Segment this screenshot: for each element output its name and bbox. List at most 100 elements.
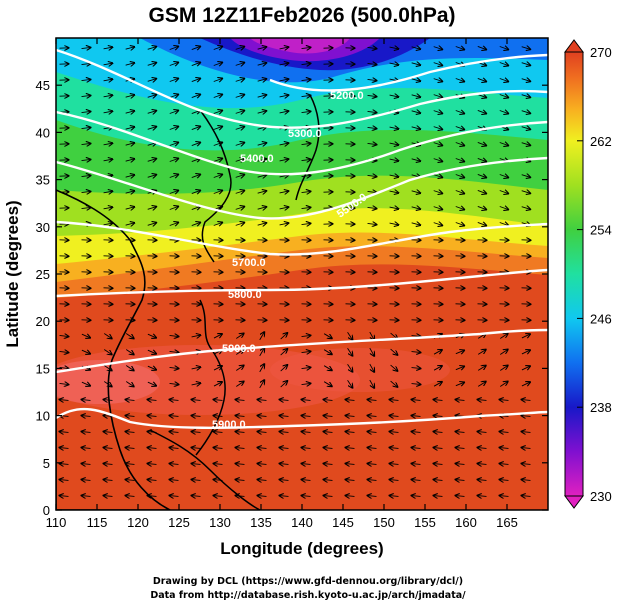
chart-title: GSM 12Z11Feb2026 (500.0hPa) [149,4,456,27]
wind-arrow [411,95,421,97]
wind-arrow [169,207,178,210]
wind-arrow [455,222,464,225]
contour-5900-south-line [56,407,548,429]
wind-arrow [346,496,355,497]
wind-arrow [235,63,245,66]
wind-arrow [521,191,531,194]
wind-arrow [433,366,442,371]
wind-arrow [236,416,245,417]
wind-arrow [389,191,399,193]
wind-arrow [521,175,531,178]
wind-arrow [433,63,443,66]
wind-arrow [213,46,222,49]
wind-arrow [169,95,178,98]
wind-arrow [169,79,178,82]
wind-arrow [81,334,90,338]
colorbar-tick-label: 254 [590,223,612,238]
wind-arrow [235,175,245,178]
colorbar-bottom-arrow [564,495,584,509]
contour-5500-line [56,156,548,220]
wind-arrow [412,496,421,497]
wind-arrow [434,480,443,481]
wind-arrow [280,432,289,433]
wind-arrow [367,95,377,96]
wind-arrow [60,480,69,481]
x-tick-label: 145 [332,515,354,530]
wind-arrow [390,348,398,355]
wind-arrow [368,464,377,465]
wind-arrow [170,432,179,433]
colorbar-tick-label: 246 [590,311,612,326]
wind-arrow [412,464,421,465]
coastline-asia [56,189,171,510]
wind-arrow [126,400,135,401]
wind-arrow [433,95,443,98]
wind-arrow [170,496,179,497]
wind-arrow [258,464,267,465]
y-tick-label: 45 [36,78,50,93]
wind-arrow [279,223,289,225]
wind-arrow [191,158,200,161]
x-tick-label: 135 [250,515,272,530]
wind-arrow [214,496,223,497]
wind-arrow [433,143,443,146]
wind-arrow [103,95,113,97]
wind-arrow [169,175,178,178]
wind-arrow [147,334,156,338]
wind-arrow [60,432,69,433]
wind-arrow [125,95,135,97]
x-tick-label: 120 [127,515,149,530]
wind-arrow [500,464,509,465]
wind-arrow [280,480,289,481]
wind-arrow [434,448,443,449]
wind-arrow [280,496,289,497]
wind-arrow [412,416,421,417]
wind-arrow [169,47,178,50]
wind-arrow [126,480,135,481]
wind-arrow [257,79,267,81]
wind-arrow [499,143,508,146]
wind-arrow [367,127,377,128]
wind-arrow [82,416,91,417]
wind-arrow [169,159,178,162]
wind-arrow [148,448,157,449]
wind-arrow [367,111,377,112]
wind-arrow [411,223,421,225]
wind-arrow [456,448,465,449]
wind-arrow [213,142,222,145]
wind-arrow [411,368,421,369]
wind-arrow [324,400,333,401]
wind-arrow [477,78,486,81]
y-tick-label: 0 [43,503,50,518]
wind-arrow [169,351,179,352]
wind-arrow [521,334,530,338]
wind-arrow [125,333,134,339]
contour-label-5200: 5200.0 [330,90,364,102]
contour-label-5900-south: 5900.0 [212,419,246,431]
wind-arrow [369,347,374,356]
contour-label-5800: 5800.0 [228,289,262,301]
wind-arrow [324,464,333,465]
wind-arrow [433,79,443,82]
wind-arrow [433,159,443,162]
wind-arrow [236,496,245,497]
wind-arrow [346,448,355,449]
wind-arrow [477,142,486,145]
wind-arrow [81,111,91,112]
wind-arrow [104,432,113,433]
wind-arrow [60,400,69,401]
wind-arrow [477,382,486,387]
wind-arrow [302,432,311,433]
wind-arrow [390,400,399,401]
wind-arrow [81,159,91,160]
wind-arrow [103,79,113,81]
wind-arrow [389,207,399,209]
wind-arrow [477,222,486,225]
wind-arrow [500,432,509,433]
wind-arrow [301,367,311,368]
wind-arrow [346,400,355,401]
wind-arrow [82,496,91,497]
wind-arrow [235,159,245,162]
wind-arrow [323,381,332,387]
colorbar: 230 238 246 254 262 270 [564,39,612,509]
